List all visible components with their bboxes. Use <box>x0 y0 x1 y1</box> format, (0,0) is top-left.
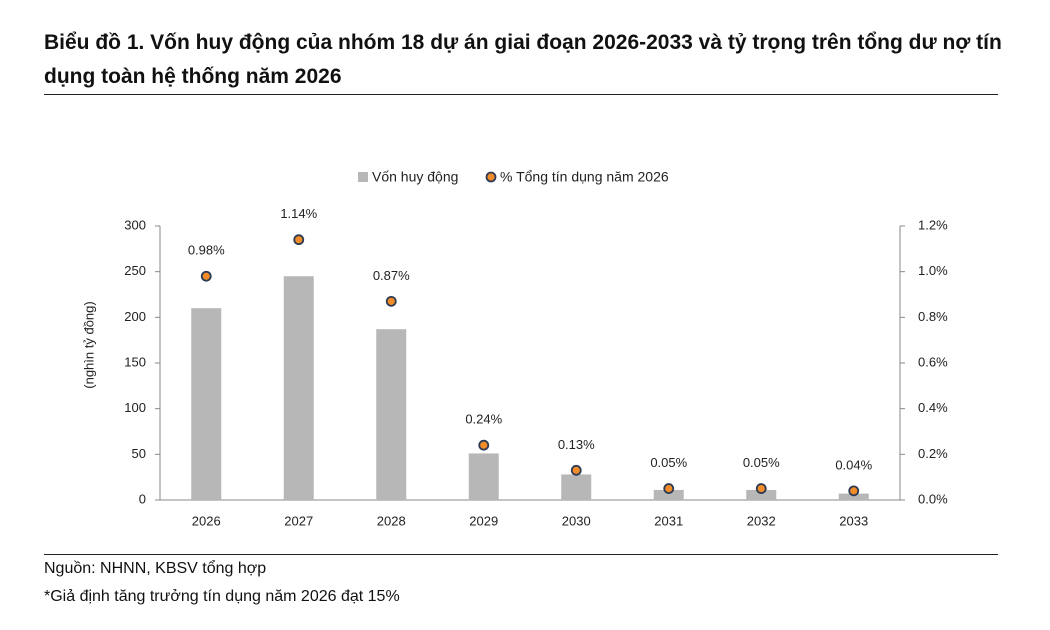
legend-label: % Tổng tín dụng năm 2026 <box>500 169 669 185</box>
dot <box>385 295 397 307</box>
x-tick-label: 2026 <box>192 513 221 528</box>
dot <box>478 439 490 451</box>
x-tick-label: 2030 <box>562 513 591 528</box>
data-label: 0.98% <box>188 243 225 258</box>
data-label: 0.24% <box>465 412 502 427</box>
data-label: 0.05% <box>743 455 780 470</box>
y2-tick-label: 0.6% <box>918 354 948 369</box>
dot <box>293 234 305 246</box>
x-tick-label: 2028 <box>377 513 406 528</box>
legend-swatch <box>485 171 497 183</box>
y2-tick-label: 0.4% <box>918 400 948 415</box>
y-tick-label: 50 <box>132 446 146 461</box>
legend-swatch <box>358 172 368 182</box>
bar <box>561 474 592 500</box>
data-label: 1.14% <box>280 206 317 221</box>
dot <box>570 464 582 476</box>
x-tick-label: 2032 <box>747 513 776 528</box>
y2-tick-label: 1.0% <box>918 263 948 278</box>
x-tick-label: 2033 <box>839 513 868 528</box>
y-axis-label: (nghìn tỷ đồng) <box>81 301 96 388</box>
bar <box>468 453 499 500</box>
y-tick-label: 100 <box>124 400 146 415</box>
chart-title: Biểu đồ 1. Vốn huy động của nhóm 18 dự á… <box>44 31 1002 88</box>
bar <box>653 489 684 500</box>
legend-label: Vốn huy động <box>372 169 458 185</box>
footer-rule <box>44 554 998 555</box>
dot <box>848 485 860 497</box>
dot <box>755 483 767 494</box>
data-label: 0.87% <box>373 268 410 283</box>
bar <box>746 489 777 500</box>
x-tick-label: 2027 <box>284 513 313 528</box>
bar <box>191 308 222 500</box>
x-tick-label: 2031 <box>654 513 683 528</box>
x-tick-label: 2029 <box>469 513 498 528</box>
y2-tick-label: 1.2% <box>918 217 948 232</box>
header-rule <box>44 94 998 95</box>
bar <box>283 276 314 500</box>
y-tick-label: 300 <box>124 217 146 232</box>
data-label: 0.05% <box>650 455 687 470</box>
note: *Giả định tăng trưởng tín dụng năm 2026 … <box>44 588 400 605</box>
dot <box>200 270 212 282</box>
bar <box>838 493 869 500</box>
data-label: 0.13% <box>558 437 595 452</box>
source: Nguồn: NHNN, KBSV tổng hợp <box>44 560 267 577</box>
y2-tick-label: 0.0% <box>918 491 948 506</box>
y-tick-label: 0 <box>139 491 146 506</box>
y2-tick-label: 0.8% <box>918 309 948 324</box>
dot <box>663 483 675 494</box>
bar <box>376 329 407 500</box>
y2-tick-label: 0.2% <box>918 446 948 461</box>
data-label: 0.04% <box>835 457 872 472</box>
y-tick-label: 150 <box>124 354 146 369</box>
y-tick-label: 200 <box>124 309 146 324</box>
y-tick-label: 250 <box>124 263 146 278</box>
